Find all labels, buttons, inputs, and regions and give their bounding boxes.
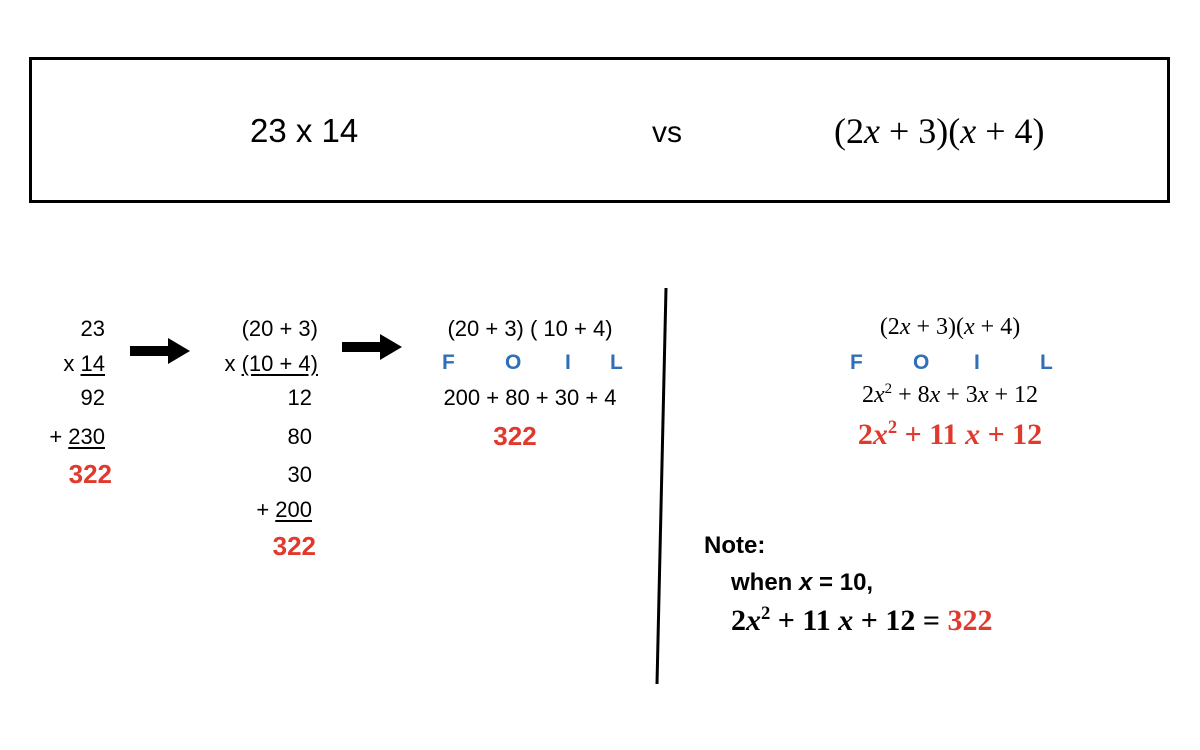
- header-box: [29, 57, 1170, 203]
- col2-n2-row: x (10 + 4): [224, 351, 318, 376]
- arrow-right-icon: [342, 334, 402, 360]
- col3-foil-l: L: [610, 351, 623, 374]
- col1-n1: 23: [80, 316, 105, 341]
- col2-result: 322: [272, 531, 316, 561]
- col1-result: 322: [68, 459, 112, 489]
- header-vs: vs: [652, 116, 682, 149]
- col2-p3: 30: [287, 462, 312, 487]
- col2-p1: 12: [287, 385, 312, 410]
- arrow-right-icon: [130, 338, 190, 364]
- col3-sum: 200 + 80 + 30 + 4: [443, 385, 617, 410]
- col4-foil-i: I: [974, 351, 980, 374]
- col2-n1: (20 + 3): [241, 316, 318, 341]
- col1-p1: 92: [80, 385, 105, 410]
- header-left-expression: 23 x 14: [250, 112, 359, 149]
- note-equation: 2x2 + 11 x + 12 = 322: [731, 602, 993, 637]
- col4-foil-f: F: [850, 351, 863, 374]
- col4-expansion: 2x2 + 8x + 3x + 12: [861, 381, 1039, 408]
- col1-n2: 14: [80, 351, 105, 376]
- header-right-expression: (2x + 3)(x + 4): [834, 111, 1045, 151]
- note-title: Note:: [704, 532, 766, 559]
- col3-foil-o: O: [505, 351, 522, 374]
- col1-n2-row: x 14: [63, 351, 105, 376]
- col2-p2: 80: [287, 424, 312, 449]
- col1-p2-row: + 230: [49, 424, 105, 449]
- col2-n2: (10 + 4): [241, 351, 318, 376]
- col3-expr: (20 + 3) ( 10 + 4): [447, 316, 613, 341]
- col3-result: 322: [493, 421, 537, 451]
- col4-expr: (2x + 3)(x + 4): [879, 314, 1021, 340]
- col2-p4-row: + 200: [256, 497, 312, 522]
- col4-result: 2x2 + 11 x + 12: [857, 416, 1043, 451]
- col4-foil-o: O: [913, 351, 930, 374]
- note-condition: when x = 10,: [731, 569, 874, 596]
- col1-p2: 230: [68, 424, 105, 449]
- col3-foil-i: I: [565, 351, 571, 374]
- col2-p4: 200: [275, 497, 312, 522]
- col4-foil-l: L: [1040, 351, 1053, 374]
- col3-foil-f: F: [442, 351, 455, 374]
- note-equation-result: 322: [947, 604, 993, 637]
